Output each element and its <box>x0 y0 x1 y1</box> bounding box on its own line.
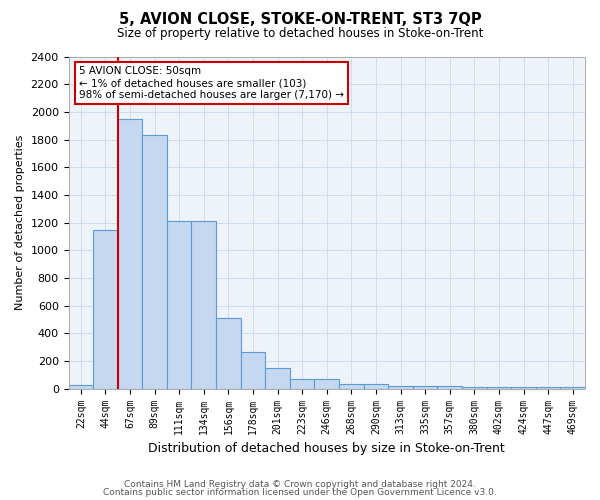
Text: Size of property relative to detached houses in Stoke-on-Trent: Size of property relative to detached ho… <box>117 28 483 40</box>
Bar <box>142 136 167 388</box>
X-axis label: Distribution of detached houses by size in Stoke-on-Trent: Distribution of detached houses by size … <box>148 442 505 455</box>
Bar <box>68 385 93 388</box>
Bar <box>216 318 241 388</box>
Y-axis label: Number of detached properties: Number of detached properties <box>15 135 25 310</box>
Bar <box>118 119 142 388</box>
Bar <box>413 386 437 388</box>
Bar <box>167 221 191 388</box>
Text: Contains HM Land Registry data © Crown copyright and database right 2024.: Contains HM Land Registry data © Crown c… <box>124 480 476 489</box>
Text: 5, AVION CLOSE, STOKE-ON-TRENT, ST3 7QP: 5, AVION CLOSE, STOKE-ON-TRENT, ST3 7QP <box>119 12 481 28</box>
Bar <box>290 379 314 388</box>
Bar <box>388 386 413 388</box>
Bar <box>437 386 462 388</box>
Bar <box>241 352 265 389</box>
Bar <box>339 384 364 388</box>
Bar <box>265 368 290 388</box>
Text: Contains public sector information licensed under the Open Government Licence v3: Contains public sector information licen… <box>103 488 497 497</box>
Bar <box>314 379 339 388</box>
Bar <box>364 384 388 388</box>
Bar <box>191 221 216 388</box>
Text: 5 AVION CLOSE: 50sqm
← 1% of detached houses are smaller (103)
98% of semi-detac: 5 AVION CLOSE: 50sqm ← 1% of detached ho… <box>79 66 344 100</box>
Bar <box>93 230 118 388</box>
